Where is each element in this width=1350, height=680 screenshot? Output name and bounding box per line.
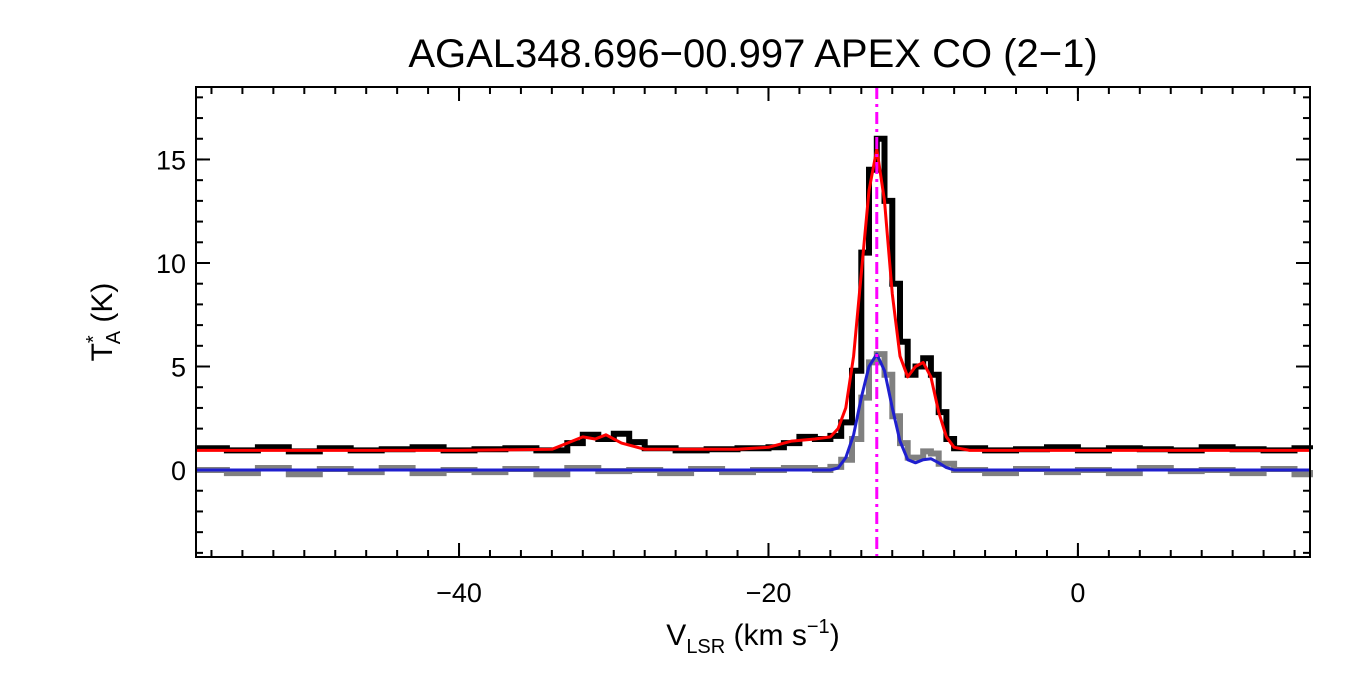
series-layer: [196, 135, 1313, 478]
tick-labels: −40 −20 0 0 5 10 15: [156, 145, 1085, 608]
x-tick-label: −40: [436, 578, 482, 608]
plot-frame: [195, 86, 1311, 558]
y-tick-label: 0: [171, 456, 186, 486]
x-tick-label: 0: [1070, 578, 1085, 608]
fit-spectrum-line: [196, 352, 1310, 472]
y-tick-label: 5: [171, 353, 186, 383]
observed-spectrum-line: [196, 351, 1313, 478]
y-axis-label: T*A (K): [83, 283, 125, 362]
observed-spectrum-offset-line: [196, 135, 1313, 455]
x-tick-label: −20: [746, 578, 792, 608]
axis-ticks: [196, 87, 1310, 557]
y-tick-label: 10: [156, 249, 186, 279]
y-tick-label: 15: [156, 145, 186, 175]
fit-offset-spectrum-line: [196, 147, 1310, 452]
chart-title: AGAL348.696−00.997 APEX CO (2−1): [408, 32, 1097, 76]
x-axis-label: VLSR (km s−1): [666, 616, 839, 658]
